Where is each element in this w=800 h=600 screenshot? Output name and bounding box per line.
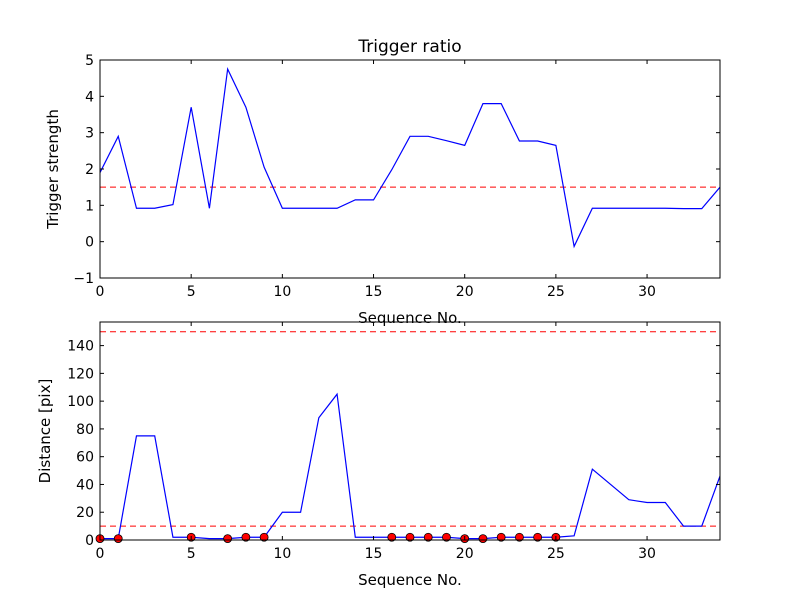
x-tick-label: 5 [187, 546, 196, 562]
x-tick-label: 20 [456, 546, 474, 562]
data-marker [442, 532, 451, 542]
y-tick-label: 4 [85, 89, 94, 105]
x-tick-label: 15 [365, 284, 383, 300]
y-tick-label: 2 [85, 162, 94, 178]
data-marker [259, 532, 269, 542]
x-tick-label: 25 [547, 546, 565, 562]
y-tick-label: 100 [67, 394, 94, 410]
x-tick-label: 5 [187, 284, 196, 300]
axes-frame [99, 321, 721, 541]
x-tick-label: 0 [96, 284, 105, 300]
data-marker [478, 534, 488, 544]
data-marker [496, 532, 506, 542]
x-tick-label: 0 [96, 546, 105, 562]
y-tick-label: 80 [76, 422, 94, 438]
x-tick-label: 25 [547, 284, 565, 300]
series-line [100, 66, 720, 249]
data-marker [223, 534, 233, 544]
y-tick-label: 60 [76, 450, 94, 466]
distance-chart: 0 5 10 15 20 25 30 0 20 40 60 80 100 120 140 Sequence N… [36, 321, 721, 589]
chart-title: Trigger ratio [357, 37, 461, 57]
x-axis-label: Sequence No. [358, 571, 462, 589]
x-tick-label: 30 [638, 284, 656, 300]
y-tick-label: 140 [67, 339, 94, 355]
x-tick-label: 15 [365, 546, 383, 562]
y-tick-label: 1 [85, 198, 94, 214]
x-tick-label: 20 [456, 284, 474, 300]
data-marker [515, 532, 524, 542]
y-tick-label: 0 [85, 235, 94, 251]
y-axis-label: Distance [pix] [36, 379, 54, 484]
y-tick-label: 40 [76, 477, 94, 493]
data-marker [113, 534, 123, 544]
y-tick-label: 5 [85, 53, 94, 69]
x-tick-label: 30 [638, 546, 656, 562]
plot-area [100, 66, 720, 249]
data-marker [387, 532, 397, 542]
y-tick-label: 120 [67, 366, 94, 382]
x-tick-label: 10 [273, 546, 291, 562]
x-tick-label: 10 [273, 284, 291, 300]
y-tick-label: 20 [76, 505, 94, 521]
y-axis-label: Trigger strength [44, 109, 62, 230]
data-marker [423, 532, 433, 542]
data-marker [405, 532, 415, 542]
y-tick-label: 3 [85, 126, 94, 142]
data-marker [241, 532, 251, 542]
y-tick-label: 0 [85, 533, 94, 549]
y-tick-label: −1 [73, 271, 94, 287]
data-marker [533, 532, 543, 542]
